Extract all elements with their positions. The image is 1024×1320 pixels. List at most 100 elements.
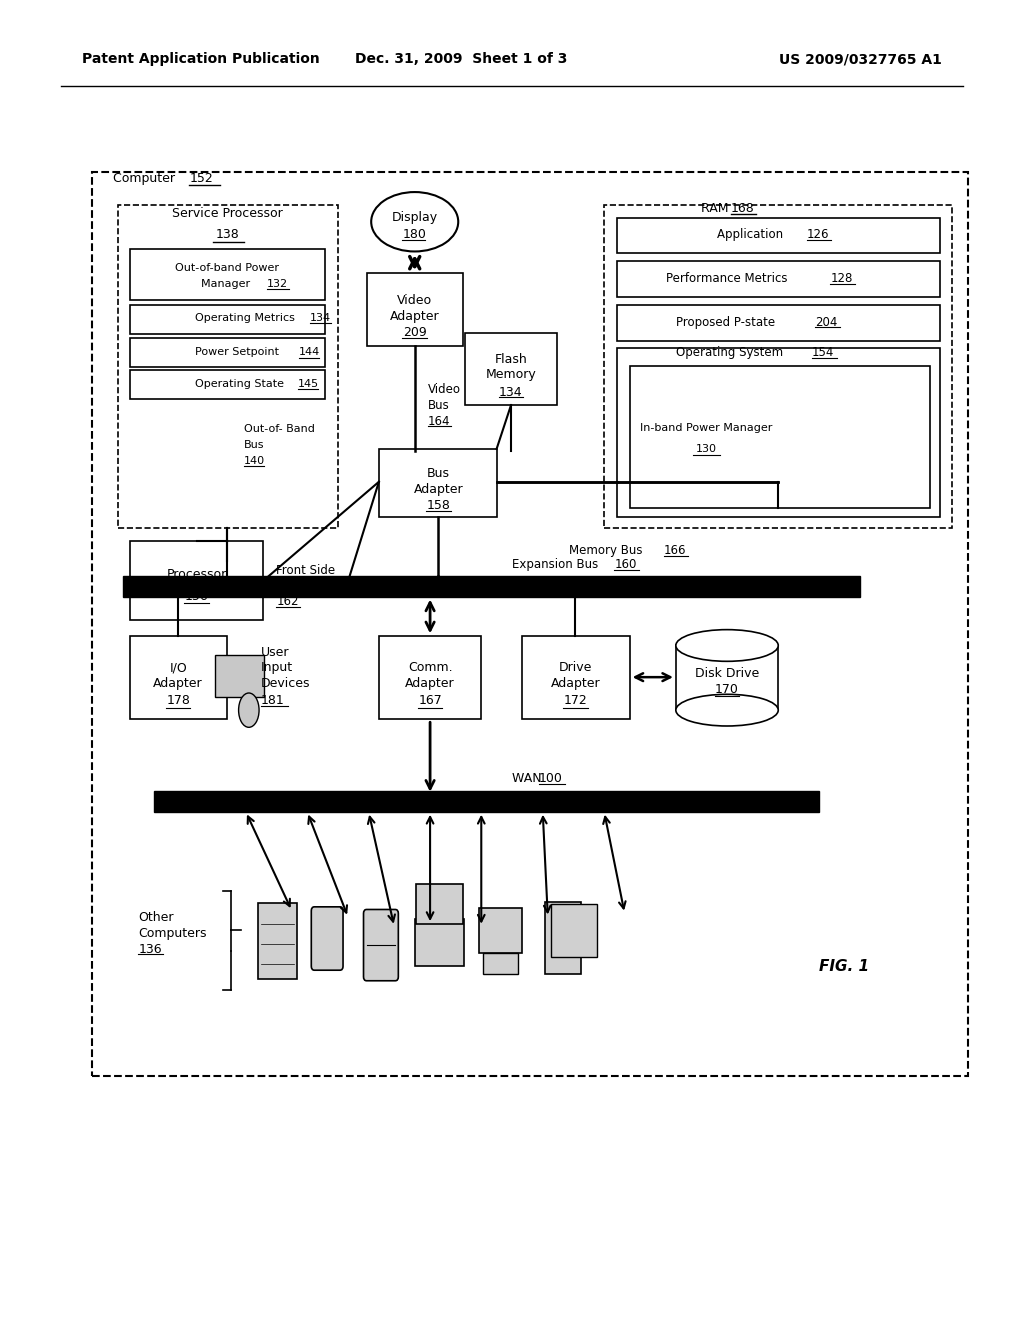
Text: Performance Metrics: Performance Metrics xyxy=(666,272,791,285)
Text: Operating State: Operating State xyxy=(195,379,287,389)
Text: 180: 180 xyxy=(402,228,427,242)
FancyBboxPatch shape xyxy=(483,953,518,974)
Text: I/O: I/O xyxy=(169,661,187,675)
FancyBboxPatch shape xyxy=(617,348,940,517)
FancyBboxPatch shape xyxy=(416,884,463,924)
Ellipse shape xyxy=(676,630,778,661)
FancyBboxPatch shape xyxy=(617,305,940,341)
Text: Adapter: Adapter xyxy=(406,677,455,690)
Text: 145: 145 xyxy=(298,379,319,389)
Text: Video: Video xyxy=(428,383,461,396)
Text: 158: 158 xyxy=(426,499,451,512)
Text: 140: 140 xyxy=(244,455,265,466)
Text: 204: 204 xyxy=(815,315,838,329)
Text: 134: 134 xyxy=(499,385,523,399)
Text: 164: 164 xyxy=(428,414,451,428)
Text: 134: 134 xyxy=(310,313,332,323)
Text: Bus: Bus xyxy=(427,467,450,480)
FancyBboxPatch shape xyxy=(522,636,630,719)
Text: 172: 172 xyxy=(563,694,588,708)
Text: Bus: Bus xyxy=(276,579,298,593)
FancyBboxPatch shape xyxy=(215,655,264,697)
Text: Flash: Flash xyxy=(495,352,527,366)
FancyBboxPatch shape xyxy=(364,909,398,981)
Text: Bus: Bus xyxy=(244,440,264,450)
Text: 144: 144 xyxy=(299,347,321,358)
FancyBboxPatch shape xyxy=(617,261,940,297)
Text: 156: 156 xyxy=(184,590,209,603)
Text: WAN: WAN xyxy=(512,772,546,785)
FancyBboxPatch shape xyxy=(118,205,338,528)
Text: 166: 166 xyxy=(664,544,686,557)
Text: 167: 167 xyxy=(418,694,442,708)
Text: 100: 100 xyxy=(539,772,562,785)
FancyBboxPatch shape xyxy=(130,249,325,300)
Text: 160: 160 xyxy=(614,558,637,572)
FancyBboxPatch shape xyxy=(479,908,522,953)
Text: Adapter: Adapter xyxy=(390,310,439,323)
Text: 154: 154 xyxy=(812,346,835,359)
Text: 170: 170 xyxy=(715,682,739,696)
FancyBboxPatch shape xyxy=(123,576,860,597)
Text: Manager: Manager xyxy=(201,279,254,289)
FancyBboxPatch shape xyxy=(617,218,940,253)
Text: Video: Video xyxy=(397,294,432,308)
Ellipse shape xyxy=(372,191,459,251)
Text: Comm.: Comm. xyxy=(408,661,453,675)
Text: RAM: RAM xyxy=(701,202,733,215)
FancyBboxPatch shape xyxy=(551,904,597,957)
Text: User: User xyxy=(261,645,290,659)
Text: 209: 209 xyxy=(402,326,427,339)
FancyBboxPatch shape xyxy=(130,541,263,620)
FancyBboxPatch shape xyxy=(465,333,557,405)
Text: Input: Input xyxy=(261,661,293,675)
Text: 168: 168 xyxy=(731,202,755,215)
Text: Adapter: Adapter xyxy=(154,677,203,690)
Text: Computers: Computers xyxy=(138,927,207,940)
Text: Drive: Drive xyxy=(559,661,592,675)
Text: 162: 162 xyxy=(276,595,299,609)
FancyBboxPatch shape xyxy=(130,338,325,367)
FancyBboxPatch shape xyxy=(415,919,464,966)
Text: 126: 126 xyxy=(807,228,829,242)
FancyBboxPatch shape xyxy=(258,903,297,979)
Text: 152: 152 xyxy=(189,172,213,185)
Text: Dec. 31, 2009  Sheet 1 of 3: Dec. 31, 2009 Sheet 1 of 3 xyxy=(354,53,567,66)
Text: Display: Display xyxy=(391,211,438,224)
Text: Memory Bus: Memory Bus xyxy=(569,544,646,557)
Text: Adapter: Adapter xyxy=(551,677,600,690)
Text: 130: 130 xyxy=(696,444,717,454)
Text: Patent Application Publication: Patent Application Publication xyxy=(82,53,319,66)
Text: Application: Application xyxy=(717,228,786,242)
Text: Front Side: Front Side xyxy=(276,564,336,577)
Text: 138: 138 xyxy=(215,228,240,242)
Text: Power Setpoint: Power Setpoint xyxy=(195,347,282,358)
FancyBboxPatch shape xyxy=(604,205,952,528)
Text: Out-of- Band: Out-of- Band xyxy=(244,424,314,434)
Text: 181: 181 xyxy=(261,694,285,708)
FancyBboxPatch shape xyxy=(379,636,481,719)
Text: Computer: Computer xyxy=(113,172,178,185)
Ellipse shape xyxy=(676,694,778,726)
Text: 132: 132 xyxy=(267,279,289,289)
Text: Processor: Processor xyxy=(167,568,226,581)
Text: Other: Other xyxy=(138,911,174,924)
FancyBboxPatch shape xyxy=(92,172,968,1076)
Text: 128: 128 xyxy=(830,272,853,285)
Text: Disk Drive: Disk Drive xyxy=(695,667,759,680)
Text: In-band Power Manager: In-band Power Manager xyxy=(640,422,773,433)
Text: FIG. 1: FIG. 1 xyxy=(819,958,869,974)
FancyBboxPatch shape xyxy=(311,907,343,970)
Ellipse shape xyxy=(239,693,259,727)
FancyBboxPatch shape xyxy=(367,273,463,346)
Text: Adapter: Adapter xyxy=(414,483,463,496)
FancyBboxPatch shape xyxy=(630,366,930,508)
FancyBboxPatch shape xyxy=(130,636,227,719)
Text: Service Processor: Service Processor xyxy=(172,207,283,220)
Text: Proposed P-state: Proposed P-state xyxy=(676,315,778,329)
Text: Operating Metrics: Operating Metrics xyxy=(195,313,298,323)
Text: 178: 178 xyxy=(166,694,190,708)
FancyBboxPatch shape xyxy=(130,305,325,334)
Text: Expansion Bus: Expansion Bus xyxy=(512,558,602,572)
FancyBboxPatch shape xyxy=(545,902,581,974)
